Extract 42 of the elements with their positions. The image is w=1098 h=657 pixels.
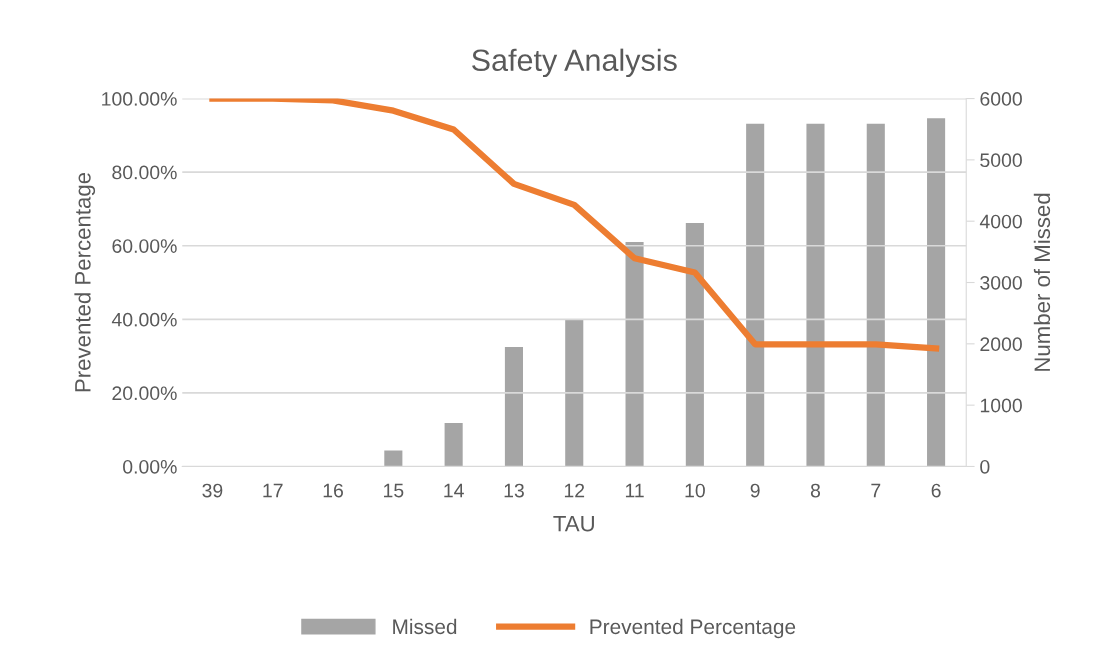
y2-tick-label: 1000: [980, 398, 1022, 413]
legend-label: Missed: [393, 618, 457, 635]
legend-label: Prevented Percentage: [590, 618, 796, 639]
bar: [625, 242, 644, 467]
y2-tick-label: 3000: [980, 275, 1022, 290]
x-tick-label: 10: [685, 483, 705, 498]
bar: [384, 450, 403, 467]
y2-tick-label: 4000: [979, 214, 1022, 229]
x-tick-label: 12: [564, 483, 585, 498]
bar: [806, 123, 825, 467]
y2-tick-label: 5000: [980, 153, 1022, 168]
y-tick-label: 80.00%: [112, 165, 177, 180]
x-tick-label: 7: [871, 483, 881, 498]
bar: [746, 123, 765, 467]
bar: [927, 118, 946, 467]
chart-title: Safety Analysis: [472, 48, 677, 78]
y2-tick-label: 2000: [980, 337, 1022, 352]
bar: [444, 422, 463, 467]
y2-tick-label: 6000: [980, 92, 1022, 106]
y-tick-label: 40.00%: [111, 312, 177, 327]
y-tick-label: 60.00%: [112, 239, 177, 253]
x-tick-label: 6: [931, 483, 941, 498]
y-tick-label: 100.00%: [102, 92, 177, 106]
y2-axis-title: Number of Missed: [1033, 193, 1051, 371]
x-tick-label: 13: [504, 483, 524, 498]
y2-tick-label: 0: [980, 459, 990, 474]
x-tick-label: 39: [202, 483, 223, 498]
bar: [504, 346, 523, 467]
y-tick-label: 0.00%: [123, 459, 177, 474]
x-tick-label: 9: [750, 483, 760, 498]
y-tick-label: 20.00%: [112, 386, 177, 401]
x-tick-label: 14: [444, 483, 464, 498]
x-tick-label: 11: [625, 483, 644, 498]
bar: [565, 319, 584, 467]
x-tick-label: 8: [810, 483, 821, 498]
bar: [685, 223, 704, 467]
y-axis-title: Prevented Percentage: [74, 172, 96, 392]
x-axis-title: TAU: [553, 515, 594, 532]
bar: [866, 123, 885, 467]
x-tick-label: 17: [263, 483, 283, 498]
x-tick-label: 16: [323, 483, 343, 498]
x-tick-label: 15: [384, 483, 404, 498]
